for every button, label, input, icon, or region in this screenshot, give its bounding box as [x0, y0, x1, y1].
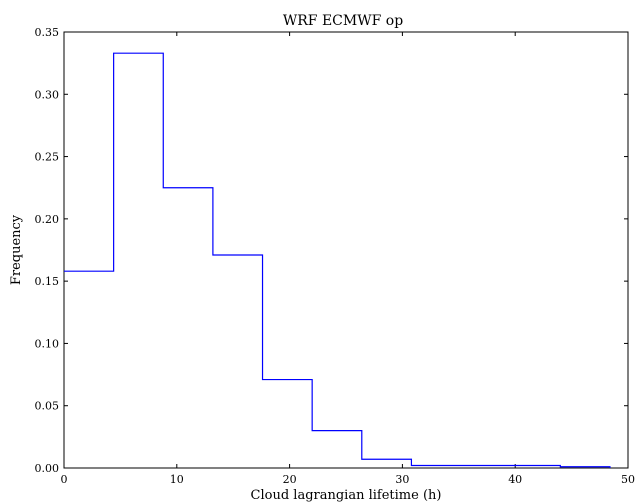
histogram-bin [312, 431, 362, 468]
y-tick-label: 0.30 [35, 88, 60, 101]
y-tick-label: 0.25 [35, 151, 60, 164]
y-tick-label: 0.35 [35, 26, 60, 39]
histogram-bin [213, 255, 263, 468]
y-tick-label: 0.10 [35, 337, 60, 350]
histogram-bin [263, 380, 313, 468]
histogram-bin [114, 53, 164, 468]
x-axis-ticks: 0 10 20 30 40 50 [61, 32, 635, 486]
x-tick-label: 20 [283, 473, 297, 486]
x-tick-label: 50 [621, 473, 635, 486]
histogram-bin [163, 188, 213, 468]
x-tick-label: 40 [508, 473, 522, 486]
y-axis-label: Frequency [9, 214, 24, 285]
y-tick-label: 0.05 [35, 400, 60, 413]
plot-area-frame [63, 31, 629, 469]
y-axis-ticks: 0.00 0.05 0.10 0.15 0.20 0.25 0.30 0.35 [35, 26, 628, 475]
histogram-bins [64, 53, 610, 468]
x-axis-label: Cloud lagrangian lifetime (h) [251, 488, 442, 503]
y-tick-label: 0.20 [35, 213, 60, 226]
histogram-step-line [64, 52, 611, 468]
y-tick-label: 0.15 [35, 275, 60, 288]
chart-title: WRF ECMWF op [283, 13, 403, 29]
histogram-bin [362, 459, 412, 468]
y-tick-label: 0.00 [35, 462, 60, 475]
x-tick-label: 0 [61, 473, 68, 486]
histogram-bin [64, 271, 114, 468]
x-tick-label: 30 [395, 473, 409, 486]
x-tick-label: 10 [170, 473, 184, 486]
